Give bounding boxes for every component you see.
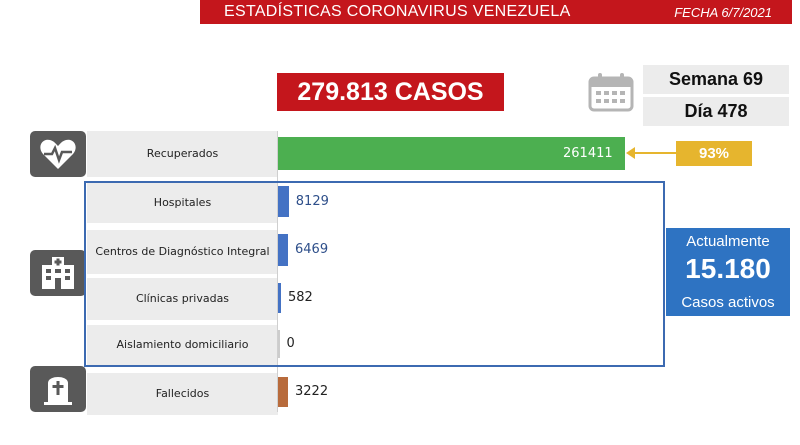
active-label-top: Actualmente — [686, 233, 770, 250]
bar-fallecidos — [278, 377, 288, 407]
hospital-icon — [30, 250, 86, 296]
category-label: Aislamiento domiciliario — [116, 338, 249, 351]
row-aislamiento: Aislamiento domiciliario — [87, 325, 278, 365]
header-bar: ESTADÍSTICAS CORONAVIRUS VENEZUELA FECHA… — [200, 0, 792, 24]
active-cases-box: Actualmente 15.180 Casos activos — [666, 228, 790, 316]
week-counter: Semana 69 — [643, 65, 789, 94]
active-cases-value: 15.180 — [685, 253, 771, 284]
bar-aislamiento — [278, 330, 280, 358]
category-label: Centros de Diagnóstico Integral — [95, 245, 270, 258]
category-label: Fallecidos — [155, 387, 210, 400]
value-label: 0 — [286, 336, 295, 351]
value-label: 8129 — [295, 193, 329, 209]
category-label: Recuperados — [146, 147, 219, 160]
bar-recuperados — [278, 137, 625, 170]
recovered-arrow — [630, 152, 678, 154]
tombstone-icon — [30, 366, 86, 412]
row-recuperados: Recuperados — [87, 131, 278, 177]
value-label: 582 — [288, 290, 313, 305]
chart-axis — [277, 131, 278, 412]
calendar-icon — [588, 73, 634, 112]
row-clinicas: Clínicas privadas — [87, 278, 278, 320]
category-label: Hospitales — [153, 196, 212, 209]
row-cdi: Centros de Diagnóstico Integral — [87, 230, 278, 274]
category-label: Clínicas privadas — [135, 292, 230, 305]
value-label: 3222 — [295, 384, 329, 399]
row-fallecidos: Fallecidos — [87, 373, 278, 415]
value-label: 6469 — [295, 242, 329, 257]
bar-cdi — [278, 234, 288, 266]
bar-clinicas — [278, 283, 281, 313]
report-date: FECHA 6/7/2021 — [674, 5, 772, 20]
page-title: ESTADÍSTICAS CORONAVIRUS VENEZUELA — [224, 3, 571, 20]
day-counter: Día 478 — [643, 97, 789, 126]
active-label-bottom: Casos activos — [681, 294, 775, 311]
recovered-percent-badge: 93% — [676, 141, 752, 166]
bar-hospitales — [278, 186, 289, 217]
value-label: 261411 — [563, 145, 613, 161]
row-hospitales: Hospitales — [87, 183, 278, 223]
total-cases-badge: 279.813 CASOS — [277, 73, 504, 111]
heart-monitor-icon — [30, 131, 86, 177]
recovered-arrow-head — [626, 147, 635, 159]
hospitalized-group-frame — [84, 181, 665, 367]
